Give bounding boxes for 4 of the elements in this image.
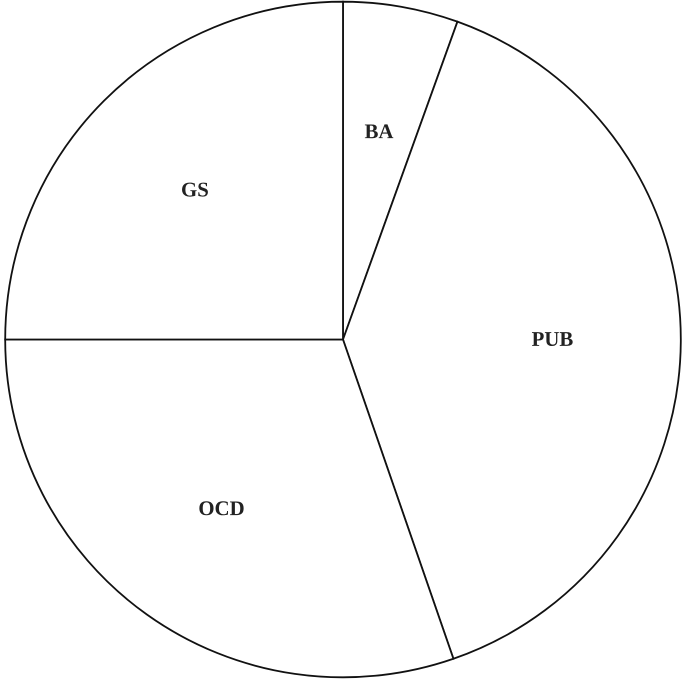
slice-label: PUB — [532, 332, 573, 346]
slice-label: GS — [182, 182, 208, 197]
slice-label: BA — [364, 124, 394, 138]
slice-label: OCD — [199, 501, 244, 516]
